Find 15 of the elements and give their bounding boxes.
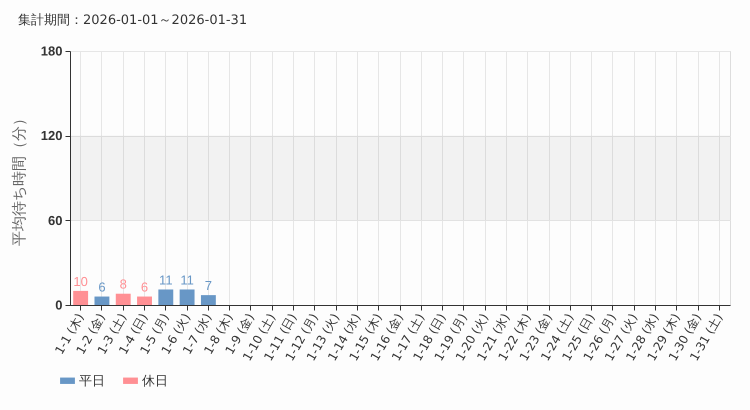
y-tick-label: 120 — [40, 128, 62, 144]
data-label: 11 — [180, 272, 194, 288]
data-label: 6 — [140, 280, 148, 295]
y-tick-label: 60 — [48, 212, 62, 228]
data-label: 8 — [120, 276, 127, 292]
data-label: 6 — [98, 280, 106, 295]
data-label: 11 — [159, 272, 173, 288]
legend-label: 休日 — [142, 374, 168, 389]
data-label: 10 — [73, 274, 88, 289]
y-axis-title: 平均待ち時間（分） — [10, 111, 28, 246]
chart-title: 集計期間：2026-01-01～2026-01-31 — [18, 13, 248, 28]
legend-label: 平日 — [79, 374, 105, 389]
y-tick-label: 180 — [40, 44, 62, 58]
data-label: 7 — [204, 278, 212, 294]
y-tick-label: 0 — [55, 298, 62, 312]
